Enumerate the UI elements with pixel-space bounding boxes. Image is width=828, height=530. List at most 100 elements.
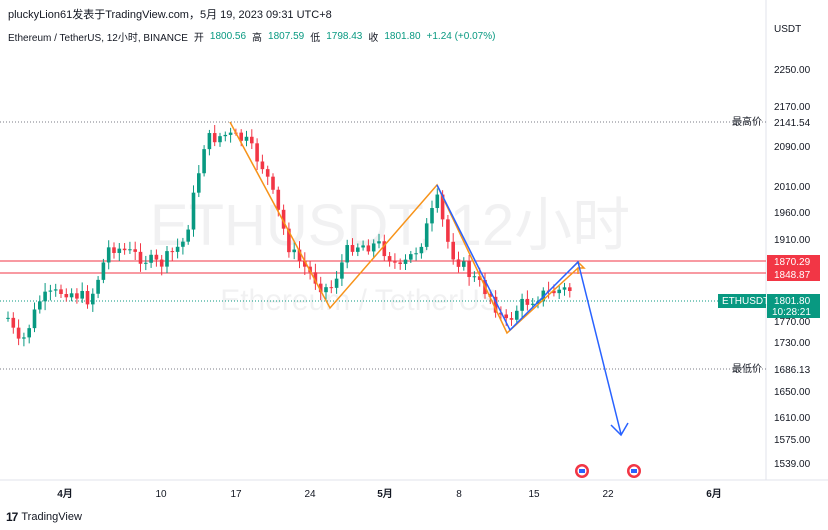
price-tick: 2170.00 (774, 102, 811, 113)
candle-body (356, 247, 360, 252)
candle-body (149, 254, 153, 263)
lowest-price-label: 最低价 (732, 362, 762, 375)
candle-body (64, 294, 69, 298)
us-flag-event-icon[interactable] (575, 464, 589, 478)
open-value: 1800.56 (209, 31, 247, 42)
candle-body (398, 262, 402, 264)
candle-body (250, 136, 254, 144)
candle-body (122, 248, 127, 251)
candle-body (48, 290, 53, 292)
close-value: 1801.80 (384, 31, 421, 42)
candle-body (11, 317, 16, 328)
candle-body (440, 194, 445, 220)
time-tick: 17 (230, 489, 242, 500)
candle-body (265, 169, 270, 177)
candle-body (297, 249, 302, 262)
low-label: 低 (310, 33, 321, 44)
candle-body (525, 298, 530, 305)
tradingview-brand: TradingView (21, 511, 82, 523)
candle-body (212, 133, 217, 143)
candle-body (128, 249, 132, 251)
candle-body (414, 253, 418, 255)
candle-body (260, 161, 265, 170)
last-price-value: 1801.80 (774, 296, 811, 307)
candle-body (22, 337, 26, 339)
candle-body (377, 241, 381, 244)
price-tick: 1770.00 (774, 317, 811, 328)
candle-body (467, 261, 471, 278)
resistance-upper-value: 1870.29 (774, 257, 811, 268)
candle-body (6, 317, 10, 319)
candle-body (85, 290, 90, 305)
candle-body (303, 261, 307, 267)
candle-body (382, 241, 387, 257)
watermark-main: ETHUSDT, 12小时 (150, 193, 630, 258)
candle-body (69, 293, 74, 298)
tradingview-logo-icon: 17 (6, 510, 18, 524)
candle-body (530, 303, 535, 305)
candle-body (393, 261, 397, 263)
candle-body (472, 276, 477, 278)
candle-body (181, 241, 185, 247)
candle-body (271, 176, 275, 190)
bar-countdown: 10:28:21 (772, 307, 811, 318)
candle-body (515, 310, 519, 320)
candle-body (228, 132, 233, 135)
candle-body (334, 278, 339, 288)
candle-body (419, 246, 424, 254)
blue-projection-drawing[interactable] (436, 184, 622, 435)
price-tick: 1960.00 (774, 208, 811, 219)
candle-body (133, 249, 137, 252)
candle-body (255, 143, 259, 162)
candle-body (361, 245, 365, 248)
candle-body (96, 279, 100, 294)
candle-body (446, 219, 450, 242)
candle-body (43, 291, 47, 302)
time-tick: 24 (304, 489, 316, 500)
candle-body (552, 290, 556, 294)
candle-body (75, 293, 79, 299)
resistance-tags: 1870.29 1848.87 (767, 255, 820, 281)
candle-body (387, 256, 392, 262)
candle-body (144, 262, 148, 264)
lowest-price-value: 1686.13 (774, 365, 811, 376)
candle-body (191, 192, 196, 230)
candle-body (154, 254, 159, 260)
low-value: 1798.43 (326, 31, 363, 42)
candle-body (138, 251, 143, 264)
candle-body (329, 287, 334, 289)
candle-body (324, 287, 328, 293)
highest-price-tag: 最高价 2141.54 (732, 115, 821, 129)
symbol-tag: ETHUSDT (722, 296, 769, 307)
candle-body (202, 149, 206, 174)
high-label: 高 (252, 33, 263, 44)
candle-body (424, 223, 429, 247)
candle-body (91, 293, 95, 305)
candle-body (106, 247, 111, 263)
candlestick-series[interactable] (6, 124, 572, 347)
close-label: 收 (368, 33, 379, 44)
candle-body (239, 132, 243, 141)
candle-body (366, 245, 371, 252)
candle-body (287, 228, 291, 253)
price-tick: 2250.00 (774, 65, 811, 76)
candle-body (16, 327, 21, 339)
time-tick: 4月 (57, 488, 73, 500)
candle-body (568, 287, 572, 291)
price-axis[interactable]: 2250.00 2170.00 2090.00 2010.00 1960.00 … (774, 65, 811, 470)
time-axis[interactable]: 4月 10 17 24 5月 8 15 22 6月 (57, 488, 722, 500)
candle-body (462, 261, 466, 267)
candle-body (170, 251, 175, 253)
candle-body (59, 289, 63, 295)
tradingview-logo[interactable]: 17 TradingView (6, 510, 82, 524)
candle-body (313, 272, 318, 284)
symbol-title[interactable]: Ethereum / TetherUS, 12小时, BINANCE (8, 33, 188, 44)
publish-info: pluckyLion61发表于TradingView.com，5月 19, 20… (8, 9, 332, 21)
us-flag-event-icon[interactable] (627, 464, 641, 478)
candle-body (557, 289, 561, 294)
highest-price-value: 2141.54 (774, 118, 811, 129)
candle-body (409, 254, 413, 260)
candle-body (562, 287, 567, 290)
price-tick: 2010.00 (774, 182, 811, 193)
